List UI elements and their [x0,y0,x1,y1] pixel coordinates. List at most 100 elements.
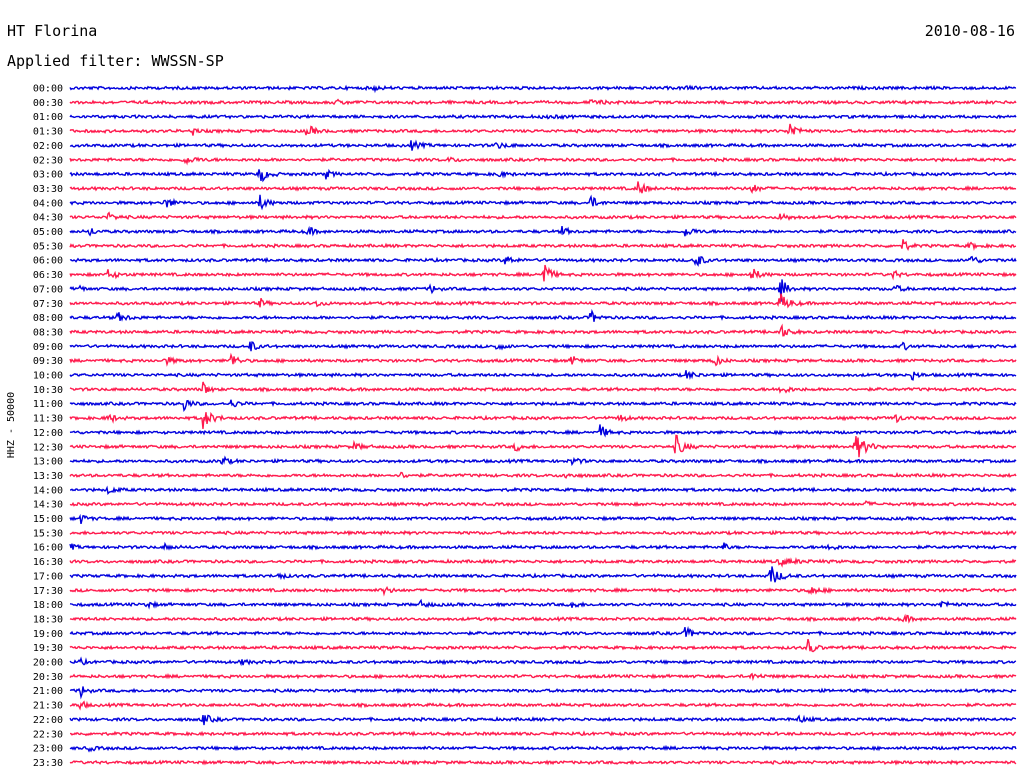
tick-label: 12:30 [33,442,63,453]
trace-line [69,293,1017,309]
trace-line [69,598,1017,610]
time-tick-labels: 00:00 00:30 01:00 01:30 02:00 02:30 03:00 03:30… [33,84,63,769]
trace-line [69,279,1017,302]
tick-label: 13:00 [33,457,63,468]
tick-label: 22:00 [33,715,63,726]
trace-line [69,370,1017,381]
trace-line [69,139,1017,151]
tick-label: 17:30 [33,586,63,597]
tick-label: 15:30 [33,528,63,539]
trace-line [69,613,1017,624]
trace-line [69,656,1017,667]
trace-line [69,424,1017,438]
trace-line [69,411,1017,429]
tick-label: 06:30 [33,270,63,281]
channel-label: HHZ - 50000 [6,392,17,458]
trace-line [69,399,1017,412]
trace-line [69,123,1017,136]
trace-line [69,556,1017,568]
tick-label: 03:00 [33,170,63,181]
tick-label: 12:00 [33,428,63,439]
tick-label: 08:00 [33,313,63,324]
trace-line [69,181,1017,194]
trace-line [69,352,1017,367]
tick-label: 09:00 [33,342,63,353]
tick-label: 00:30 [33,98,63,109]
trace-line [69,714,1017,726]
tick-label: 14:30 [33,500,63,511]
tick-label: 23:00 [33,744,63,755]
trace-line [69,434,1017,458]
station-name: HT Florina [7,22,98,40]
tick-label: 18:30 [33,614,63,625]
tick-label: 04:30 [33,213,63,224]
tick-label: 17:00 [33,571,63,582]
tick-label: 23:30 [33,758,63,769]
trace-line [70,730,1017,738]
applied-filter: Applied filter: WWSSN-SP [7,52,224,70]
tick-label: 20:00 [33,658,63,669]
tick-label: 03:30 [33,184,63,195]
trace-line [69,156,1017,166]
trace-line [69,255,1017,267]
trace-line [69,686,1017,700]
trace-line [69,168,1017,183]
trace-line [69,500,1017,508]
trace-line [69,225,1017,237]
tick-label: 04:00 [33,198,63,209]
tick-label: 01:30 [33,127,63,138]
tick-label: 16:30 [33,557,63,568]
trace-line [69,541,1017,551]
trace-line [69,113,1017,121]
tick-label: 05:00 [33,227,63,238]
tick-label: 21:30 [33,701,63,712]
trace-line [69,759,1017,766]
tick-label: 02:30 [33,155,63,166]
tick-label: 11:30 [33,414,63,425]
tick-label: 01:00 [33,112,63,123]
trace-line [69,529,1017,537]
trace-line [69,566,1017,583]
plot-date: 2010-08-16 [924,22,1015,40]
trace-line [69,586,1017,597]
trace-line [69,513,1017,525]
tick-label: 22:30 [33,729,63,740]
tick-label: 18:00 [33,600,63,611]
tick-label: 21:00 [33,686,63,697]
tick-label: 19:30 [33,643,63,654]
tick-label: 15:00 [33,514,63,525]
trace-line [69,264,1017,282]
trace-line [69,98,1017,106]
tick-label: 13:30 [33,471,63,482]
trace-group [69,84,1017,766]
trace-line [69,672,1017,682]
tick-label: 20:30 [33,672,63,683]
tick-label: 00:00 [33,84,63,95]
tick-label: 10:00 [33,371,63,382]
tick-label: 19:00 [33,629,63,640]
tick-label: 16:00 [33,543,63,554]
trace-line [69,341,1017,352]
tick-label: 10:30 [33,385,63,396]
tick-label: 07:30 [33,299,63,310]
trace-line [69,455,1017,467]
tick-label: 05:30 [33,241,63,252]
trace-line [69,471,1017,479]
trace-line [69,84,1017,94]
tick-label: 06:00 [33,256,63,267]
tick-label: 11:00 [33,399,63,410]
trace-line [69,194,1017,211]
trace-line [69,744,1017,753]
trace-line [69,626,1017,637]
trace-line [69,381,1017,394]
tick-label: 02:00 [33,141,63,152]
trace-line [69,308,1017,322]
trace-line [69,239,1017,252]
trace-line [69,700,1017,711]
trace-line [69,211,1017,221]
tick-label: 09:30 [33,356,63,367]
tick-label: 08:30 [33,327,63,338]
tick-label: 14:00 [33,485,63,496]
trace-line [69,323,1017,337]
